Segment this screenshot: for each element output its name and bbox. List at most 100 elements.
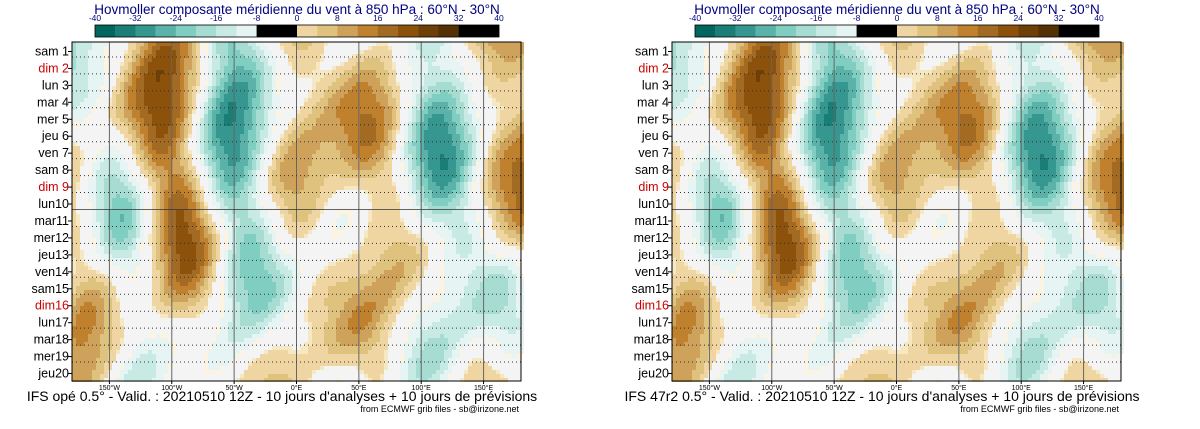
heatmap-cell bbox=[428, 214, 432, 218]
heatmap-cell bbox=[280, 186, 284, 190]
heatmap-cell bbox=[180, 110, 184, 114]
heatmap-cell bbox=[240, 130, 244, 134]
heatmap-cell bbox=[356, 142, 360, 146]
heatmap-cell bbox=[440, 202, 444, 206]
heatmap-cell bbox=[220, 174, 224, 178]
heatmap-cell bbox=[204, 138, 208, 142]
heatmap-cell bbox=[316, 86, 320, 90]
heatmap-cell bbox=[472, 222, 476, 226]
heatmap-cell bbox=[240, 198, 244, 202]
heatmap-cell bbox=[464, 110, 468, 114]
heatmap-cell bbox=[468, 106, 472, 110]
heatmap-cell bbox=[452, 174, 456, 178]
heatmap-cell bbox=[260, 226, 264, 230]
heatmap-cell bbox=[516, 70, 520, 74]
heatmap-cell bbox=[220, 42, 224, 46]
heatmap-cell bbox=[464, 90, 468, 94]
heatmap-cell bbox=[292, 150, 296, 154]
heatmap-cell bbox=[92, 162, 96, 166]
heatmap-cell bbox=[380, 142, 384, 146]
heatmap-cell bbox=[520, 62, 524, 66]
heatmap-cell bbox=[224, 250, 228, 254]
heatmap-cell bbox=[296, 46, 300, 50]
heatmap-cell bbox=[192, 170, 196, 174]
heatmap-cell bbox=[496, 138, 500, 142]
heatmap-cell bbox=[344, 130, 348, 134]
heatmap-cell bbox=[388, 66, 392, 70]
heatmap-cell bbox=[376, 50, 380, 54]
heatmap-cell bbox=[244, 102, 248, 106]
heatmap-cell bbox=[268, 254, 272, 258]
heatmap-cell bbox=[108, 182, 112, 186]
heatmap-cell bbox=[172, 190, 176, 194]
heatmap-cell bbox=[452, 138, 456, 142]
heatmap-cell bbox=[196, 90, 200, 94]
heatmap-cell bbox=[260, 166, 264, 170]
heatmap-cell bbox=[356, 74, 360, 78]
heatmap-cell bbox=[96, 234, 100, 238]
heatmap-cell bbox=[340, 146, 344, 150]
heatmap-cell bbox=[432, 154, 436, 158]
heatmap-cell bbox=[444, 206, 448, 210]
heatmap-cell bbox=[432, 174, 436, 178]
heatmap-cell bbox=[388, 90, 392, 94]
heatmap-cell bbox=[448, 114, 452, 118]
heatmap-cell bbox=[140, 130, 144, 134]
heatmap-cell bbox=[384, 118, 388, 122]
heatmap-cell bbox=[280, 142, 284, 146]
heatmap-cell bbox=[368, 154, 372, 158]
heatmap-cell bbox=[480, 54, 484, 58]
heatmap-cell bbox=[172, 122, 176, 126]
heatmap-cell bbox=[424, 130, 428, 134]
heatmap-cell bbox=[256, 110, 260, 114]
heatmap-cell bbox=[308, 50, 312, 54]
heatmap-cell bbox=[336, 122, 340, 126]
heatmap-cell bbox=[268, 166, 272, 170]
heatmap-cell bbox=[348, 186, 352, 190]
heatmap-cell bbox=[92, 238, 96, 242]
heatmap-cell bbox=[420, 158, 424, 162]
heatmap-cell bbox=[252, 58, 256, 62]
heatmap-cell bbox=[224, 182, 228, 186]
heatmap-cell bbox=[312, 86, 316, 90]
heatmap-cell bbox=[76, 118, 80, 122]
heatmap-cell bbox=[384, 190, 388, 194]
heatmap-cell bbox=[316, 138, 320, 142]
heatmap-cell bbox=[468, 226, 472, 230]
heatmap-cell bbox=[288, 46, 292, 50]
heatmap-cell bbox=[492, 186, 496, 190]
heatmap-cell bbox=[452, 178, 456, 182]
heatmap-cell bbox=[284, 226, 288, 230]
heatmap-cell bbox=[356, 150, 360, 154]
heatmap-cell bbox=[404, 226, 408, 230]
heatmap-cell bbox=[312, 194, 316, 198]
heatmap-cell bbox=[188, 238, 192, 242]
heatmap-cell bbox=[180, 214, 184, 218]
heatmap-cell bbox=[184, 118, 188, 122]
heatmap-cell bbox=[380, 78, 384, 82]
heatmap-cell bbox=[368, 222, 372, 226]
heatmap-cell bbox=[160, 82, 164, 86]
heatmap-cell bbox=[268, 82, 272, 86]
heatmap-cell bbox=[456, 78, 460, 82]
heatmap-cell bbox=[72, 246, 76, 250]
heatmap-cell bbox=[140, 158, 144, 162]
heatmap-cell bbox=[112, 166, 116, 170]
heatmap-cell bbox=[296, 230, 300, 234]
heatmap-cell bbox=[96, 82, 100, 86]
heatmap-cell bbox=[348, 142, 352, 146]
heatmap-cell bbox=[132, 122, 136, 126]
heatmap-cell bbox=[228, 98, 232, 102]
heatmap-cell bbox=[316, 150, 320, 154]
heatmap-cell bbox=[236, 202, 240, 206]
heatmap-cell bbox=[292, 194, 296, 198]
heatmap-cell bbox=[204, 42, 208, 46]
heatmap-cell bbox=[364, 118, 368, 122]
heatmap-cell bbox=[120, 170, 124, 174]
heatmap-cell bbox=[344, 106, 348, 110]
heatmap-cell bbox=[272, 70, 276, 74]
heatmap-cell bbox=[144, 54, 148, 58]
heatmap-cell bbox=[272, 62, 276, 66]
heatmap-cell bbox=[520, 74, 524, 78]
heatmap-cell bbox=[160, 174, 164, 178]
